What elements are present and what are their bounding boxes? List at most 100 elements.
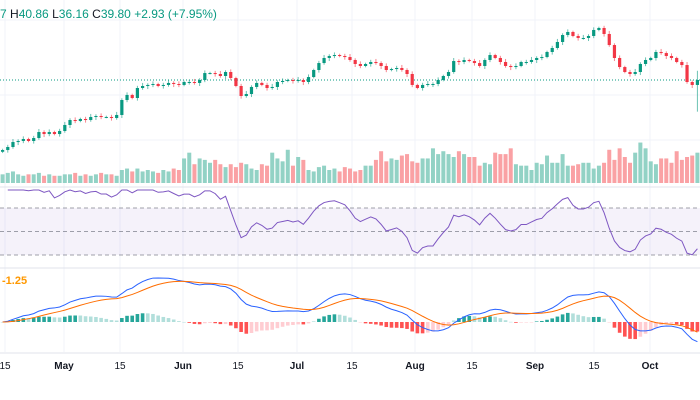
- volume-bar: [617, 148, 622, 183]
- candle-body: [649, 57, 653, 60]
- macd-histogram-bar: [197, 322, 202, 325]
- macd-histogram-bar: [363, 322, 368, 324]
- macd-histogram-bar: [332, 314, 337, 322]
- volume-bar: [358, 170, 363, 183]
- volume-bar: [622, 157, 627, 183]
- volume-bar: [31, 174, 36, 183]
- macd-histogram-bar: [648, 322, 653, 331]
- macd-histogram-bar: [280, 322, 285, 327]
- volume-bar: [249, 168, 254, 183]
- macd-histogram-bar: [638, 322, 643, 337]
- volume-bar: [602, 162, 607, 183]
- macd-histogram-bar: [88, 316, 93, 322]
- candle-body: [550, 47, 554, 52]
- macd-histogram-bar: [545, 319, 549, 322]
- volume-bar: [62, 174, 67, 183]
- candle-body: [483, 59, 487, 66]
- volume-bar: [21, 175, 26, 183]
- candle-body: [659, 51, 663, 54]
- candle-body: [535, 57, 539, 60]
- candle-body: [68, 120, 72, 125]
- volume-bar: [674, 151, 679, 183]
- macd-histogram-bar: [623, 322, 627, 337]
- volume-bar: [576, 164, 581, 183]
- candle-body: [431, 84, 435, 86]
- candle-body: [125, 94, 129, 101]
- volume-bar: [519, 165, 524, 183]
- macd-histogram-bar: [52, 317, 57, 322]
- macd-histogram-bar: [260, 322, 264, 331]
- macd-histogram-bar: [104, 318, 109, 322]
- candle-body: [32, 138, 36, 141]
- volume-bar: [659, 158, 664, 183]
- macd-histogram-bar: [78, 315, 83, 322]
- candle-body: [291, 80, 295, 81]
- volume-bar: [202, 159, 207, 183]
- macd-histogram-bar: [244, 322, 249, 334]
- candle-body: [369, 61, 373, 64]
- candle-body: [607, 33, 611, 46]
- volume-bar: [389, 158, 394, 183]
- volume-bar: [213, 159, 218, 183]
- volume-bar: [254, 170, 259, 183]
- macd-line: [2, 277, 698, 343]
- candle-body: [602, 27, 606, 34]
- macd-histogram-bar: [26, 318, 31, 322]
- volume-bar: [265, 165, 270, 183]
- candle-body: [120, 100, 124, 115]
- macd-histogram-bar: [674, 322, 679, 325]
- candle-body: [239, 86, 243, 97]
- x-axis-tick-label: 15: [0, 361, 11, 372]
- volume-bar: [570, 165, 575, 183]
- macd-histogram-bar: [358, 322, 363, 323]
- macd-histogram-bar: [519, 322, 523, 323]
- volume-bar: [643, 148, 648, 183]
- volume-bar: [57, 175, 62, 183]
- candle-body: [680, 61, 684, 66]
- candle-body: [348, 57, 352, 60]
- candle-body: [400, 67, 404, 70]
- candle-body: [675, 57, 679, 62]
- volume-bar: [368, 165, 373, 183]
- volume-bar: [10, 171, 15, 183]
- volume-bar: [581, 162, 586, 183]
- macd-histogram-bar: [0, 322, 5, 323]
- macd-histogram-bar: [462, 316, 466, 322]
- volume-bar: [171, 168, 176, 183]
- macd-histogram-bar: [591, 316, 596, 322]
- macd-histogram-bar: [218, 322, 223, 325]
- candle-body: [78, 118, 82, 121]
- candle-body: [618, 57, 622, 68]
- volume-bar: [228, 164, 233, 183]
- volume-bar: [560, 154, 565, 183]
- volume-bar: [285, 149, 290, 183]
- volume-bar: [534, 162, 539, 183]
- volume-bar: [539, 164, 544, 183]
- candle-body: [503, 61, 508, 66]
- candle-body: [322, 57, 326, 64]
- candle-body: [11, 142, 15, 147]
- macd-histogram-bar: [669, 322, 674, 324]
- macd-histogram-bar: [327, 314, 332, 322]
- volume-bar: [524, 165, 529, 183]
- volume-bar: [99, 172, 104, 183]
- macd-histogram-bar: [690, 322, 695, 332]
- volume-bar: [337, 171, 342, 183]
- macd-value-label: -1.25: [2, 275, 28, 287]
- candle-body: [146, 84, 150, 87]
- candle-body: [182, 82, 186, 85]
- candle-body: [47, 132, 51, 135]
- macd-histogram-bar: [508, 321, 513, 323]
- volume-bar: [290, 165, 295, 183]
- macd-histogram-bar: [431, 322, 435, 332]
- macd-histogram-bar: [576, 314, 580, 322]
- candle-body: [198, 80, 202, 83]
- candle-body: [109, 116, 114, 119]
- macd-histogram-bar: [317, 318, 321, 322]
- legend-close-label: C: [92, 7, 101, 21]
- macd-histogram-bar: [695, 322, 700, 332]
- candle-body: [690, 82, 694, 85]
- candle-body: [332, 55, 337, 57]
- macd-histogram-bar: [628, 322, 632, 339]
